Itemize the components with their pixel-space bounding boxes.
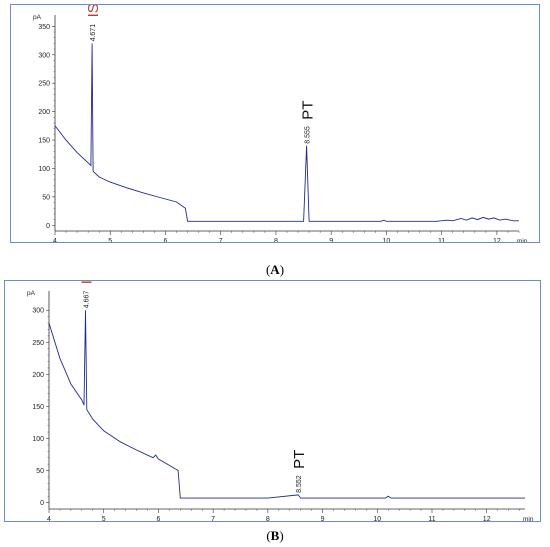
peak-pt-label: PT (291, 450, 308, 469)
x-tick-label: 7 (211, 516, 215, 521)
y-tick-label: 0 (40, 500, 44, 507)
peak-is-label: IS (78, 281, 95, 284)
chromatogram-a-svg: 0 50 100 150 200 250 300 350 pA 4 5 6 7 8 9 10 11 12 min 4.… (33, 5, 528, 242)
peak-rt-label: 4.667 (83, 291, 90, 309)
x-tick-label: 9 (321, 516, 325, 521)
y-tick-label: 200 (38, 109, 50, 116)
x-tick-label: 5 (102, 516, 106, 521)
chromatogram-panel-a: 0 50 100 150 200 250 300 350 pA 4 5 6 7 8 9 10 11 12 min 4.… (10, 4, 540, 243)
x-tick-label: 10 (373, 516, 381, 521)
x-tick-label: 4 (47, 516, 51, 521)
y-tick-label: 0 (46, 223, 50, 230)
y-tick-label: 200 (32, 372, 44, 379)
peak-pt-label: PT (300, 101, 317, 120)
x-tick-label: 8 (266, 516, 270, 521)
y-tick-label: 150 (38, 138, 50, 145)
y-tick-label: 50 (42, 194, 50, 201)
y-tick-label: 150 (32, 404, 44, 411)
caption-b: (B) (266, 528, 284, 543)
y-tick-label: 300 (38, 52, 50, 59)
x-unit-label: min (523, 516, 534, 521)
x-tick-label: 11 (438, 238, 445, 242)
chromatogram-trace (54, 43, 519, 222)
x-tick-label: 12 (483, 516, 491, 521)
peak-is-label: IS (85, 5, 102, 17)
x-tick-label: 11 (428, 516, 435, 521)
caption-a: (A) (265, 262, 285, 277)
x-tick-label: 6 (164, 238, 168, 242)
x-tick-label: 5 (108, 238, 112, 242)
y-tick-label: 300 (32, 308, 44, 315)
y-tick-label: 100 (38, 166, 50, 173)
x-tick-label: 7 (219, 238, 223, 242)
y-tick-label: 50 (36, 468, 44, 475)
y-unit-label: pA (33, 14, 42, 21)
x-tick-label: 4 (53, 238, 57, 242)
y-tick-label: 100 (32, 436, 44, 443)
x-tick-label: 6 (156, 516, 160, 521)
x-tick-label: 12 (493, 238, 501, 242)
x-unit-label: min (517, 238, 528, 242)
x-tick-label: 9 (329, 238, 333, 242)
x-tick-label: 10 (383, 238, 391, 242)
y-tick-label: 250 (38, 81, 50, 88)
y-unit-label: pA (27, 290, 36, 297)
peak-rt-label: 4.671 (90, 24, 97, 42)
x-tick-label: 8 (274, 238, 278, 242)
chromatogram-panel-b: 0 50 100 150 200 250 300 pA 4 5 6 7 8 9 10 11 12 min 4.667… (4, 280, 541, 522)
peak-rt-label: 8.552 (296, 475, 303, 493)
peak-rt-label: 8.555 (305, 126, 312, 144)
y-tick-label: 350 (38, 24, 50, 31)
chromatogram-b-svg: 0 50 100 150 200 250 300 pA 4 5 6 7 8 9 10 11 12 min 4.667… (27, 281, 534, 521)
y-tick-label: 250 (32, 340, 44, 347)
chromatogram-trace (48, 310, 525, 499)
